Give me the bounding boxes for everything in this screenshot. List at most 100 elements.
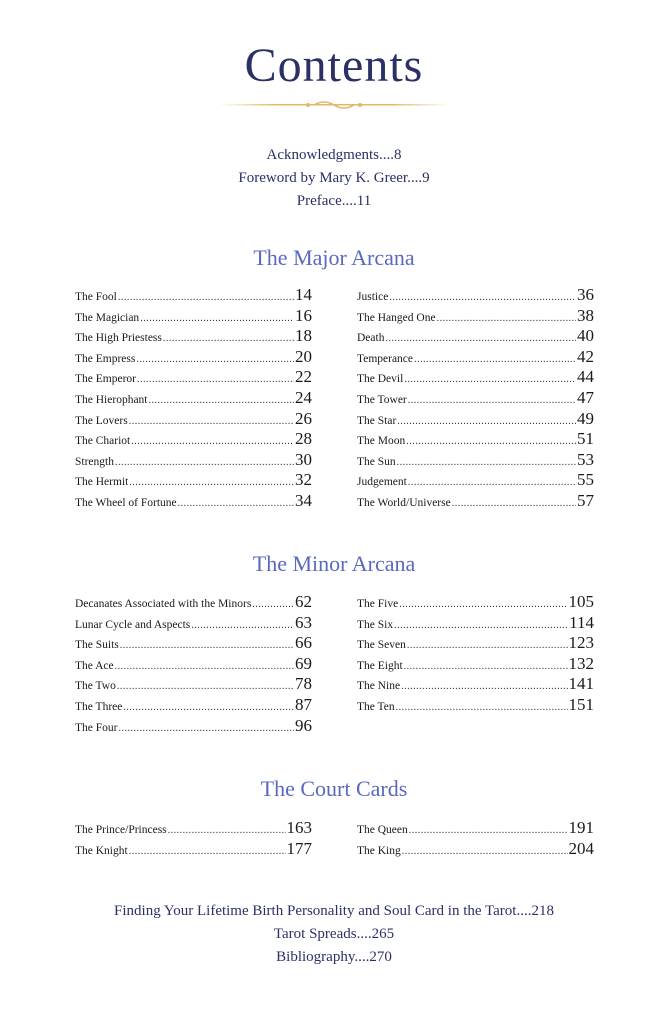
- dot-leader: [406, 436, 576, 447]
- dot-leader: [131, 436, 294, 447]
- toc-entry[interactable]: The Two 78: [75, 674, 312, 695]
- toc-entry[interactable]: The Magician 16: [75, 306, 312, 327]
- toc-entry[interactable]: The Hermit 32: [75, 470, 312, 491]
- dot-leader: [385, 333, 576, 344]
- toc-entry[interactable]: The Lovers 26: [75, 409, 312, 430]
- dot-leader: [452, 498, 576, 509]
- dot-leader: [117, 681, 294, 692]
- minor-left-col: Decanates Associated with the Minors 62 Lu…: [75, 592, 312, 736]
- toc-entry[interactable]: The Wheel of Fortune 34: [75, 491, 312, 512]
- section-title-court-cards: The Court Cards: [260, 776, 408, 801]
- toc-entry[interactable]: The Emperor 22: [75, 367, 312, 388]
- toc-lifetime-birth-card[interactable]: Finding Your Lifetime Birth Personality …: [114, 903, 554, 919]
- toc-entry[interactable]: Lunar Cycle and Aspects 63: [75, 613, 312, 634]
- gold-divider-ornament: [218, 101, 450, 109]
- dot-leader: [163, 333, 294, 344]
- entry-label: The Devil: [357, 373, 404, 386]
- page-number: 151: [568, 694, 595, 714]
- toc-entry[interactable]: The Chariot 28: [75, 429, 312, 450]
- toc-entry[interactable]: The Prince/Princess 163: [75, 818, 312, 839]
- toc-entry[interactable]: The Ace 69: [75, 654, 312, 675]
- toc-entry[interactable]: Strength 30: [75, 450, 312, 471]
- entry-label: The Three: [75, 700, 123, 713]
- toc-entry[interactable]: The Seven 123: [357, 633, 594, 654]
- section-title-major-arcana: The Major Arcana: [253, 245, 415, 270]
- entry-label: The Wheel of Fortune: [75, 496, 177, 509]
- toc-acknowledgments[interactable]: Acknowledgments....8: [266, 147, 402, 163]
- dot-leader: [401, 681, 567, 692]
- page-number: 28: [295, 429, 312, 449]
- dot-leader: [115, 457, 294, 468]
- toc-entry[interactable]: The Eight 132: [357, 654, 594, 675]
- toc-entry[interactable]: The Empress 20: [75, 347, 312, 368]
- toc-entry[interactable]: Temperance 42: [357, 347, 594, 368]
- toc-entry[interactable]: The Fool 14: [75, 285, 312, 306]
- entry-label: Decanates Associated with the Minors: [75, 598, 252, 610]
- page-number: 30: [295, 449, 312, 469]
- toc-entry[interactable]: The Six 114: [357, 613, 594, 634]
- toc-entry[interactable]: The King 204: [357, 839, 594, 860]
- entry-label: The Chariot: [75, 435, 131, 448]
- entry-label: The Empress: [75, 352, 136, 365]
- toc-entry[interactable]: Death 40: [357, 326, 594, 347]
- toc-entry[interactable]: The Suits 66: [75, 633, 312, 654]
- page-number: 114: [569, 612, 594, 632]
- dot-leader: [402, 846, 568, 857]
- entry-label: The Four: [75, 721, 118, 734]
- toc-tarot-spreads[interactable]: Tarot Spreads....265: [273, 926, 395, 942]
- toc-entry[interactable]: Decanates Associated with the Minors 62: [75, 592, 312, 613]
- toc-bibliography[interactable]: Bibliography....270: [276, 949, 392, 965]
- page-number: 132: [568, 653, 595, 673]
- dot-leader: [397, 416, 576, 427]
- dot-leader: [129, 846, 286, 857]
- toc-entry[interactable]: The Moon 51: [357, 429, 594, 450]
- toc-entry[interactable]: The Queen 191: [357, 818, 594, 839]
- toc-entry[interactable]: The Tower 47: [357, 388, 594, 409]
- dot-leader: [140, 313, 294, 324]
- toc-entry[interactable]: The World/Universe 57: [357, 491, 594, 512]
- dot-leader: [118, 292, 294, 303]
- page-number: 87: [295, 694, 312, 714]
- toc-preface[interactable]: Preface....11: [296, 193, 372, 209]
- toc-entry[interactable]: The Hanged One 38: [357, 306, 594, 327]
- toc-foreword[interactable]: Foreword by Mary K. Greer....9: [238, 170, 430, 186]
- entry-label: The Suits: [75, 639, 119, 652]
- dot-leader: [178, 498, 294, 509]
- toc-entry[interactable]: The Sun 53: [357, 450, 594, 471]
- page-number: 36: [577, 285, 594, 304]
- toc-entry[interactable]: The Ten 151: [357, 695, 594, 716]
- minor-right-col: The Five105The Six114The Seven123The Eig…: [357, 592, 594, 716]
- dot-leader: [168, 825, 286, 836]
- page-number: 42: [577, 346, 594, 366]
- section-title-minor-arcana: The Minor Arcana: [252, 551, 416, 576]
- dot-leader: [120, 640, 294, 651]
- toc-entry[interactable]: The High Priestess 18: [75, 326, 312, 347]
- toc-entry[interactable]: The Hierophant 24: [75, 388, 312, 409]
- page-title: Contents: [244, 39, 424, 92]
- entry-label: The Two: [75, 680, 116, 693]
- dot-leader: [137, 374, 294, 385]
- entry-label: The Tower: [357, 393, 407, 406]
- page-number: 38: [577, 305, 594, 325]
- page-number: 177: [286, 838, 313, 858]
- toc-entry[interactable]: Justice 36: [357, 285, 594, 306]
- dot-leader: [129, 416, 294, 427]
- toc-entry[interactable]: The Three 87: [75, 695, 312, 716]
- back-matter: Finding Your Lifetime Birth Personality …: [0, 900, 668, 969]
- entry-label: The Hermit: [75, 476, 129, 489]
- dot-leader: [136, 354, 294, 365]
- toc-entry[interactable]: The Star 49: [357, 409, 594, 430]
- page-number: 32: [295, 470, 312, 490]
- toc-entry[interactable]: The Nine 141: [357, 674, 594, 695]
- page-number: 191: [568, 818, 595, 837]
- toc-entry[interactable]: The Devil 44: [357, 367, 594, 388]
- toc-entry[interactable]: Judgement 55: [357, 470, 594, 491]
- page-number: 53: [577, 449, 594, 469]
- entry-label: Strength: [75, 455, 114, 468]
- entry-label: The Knight: [75, 844, 128, 857]
- toc-entry[interactable]: The Knight 177: [75, 839, 312, 860]
- page-number: 20: [295, 346, 312, 366]
- page-number: 62: [295, 592, 312, 611]
- toc-entry[interactable]: The Four 96: [75, 716, 312, 737]
- toc-entry[interactable]: The Five 105: [357, 592, 594, 613]
